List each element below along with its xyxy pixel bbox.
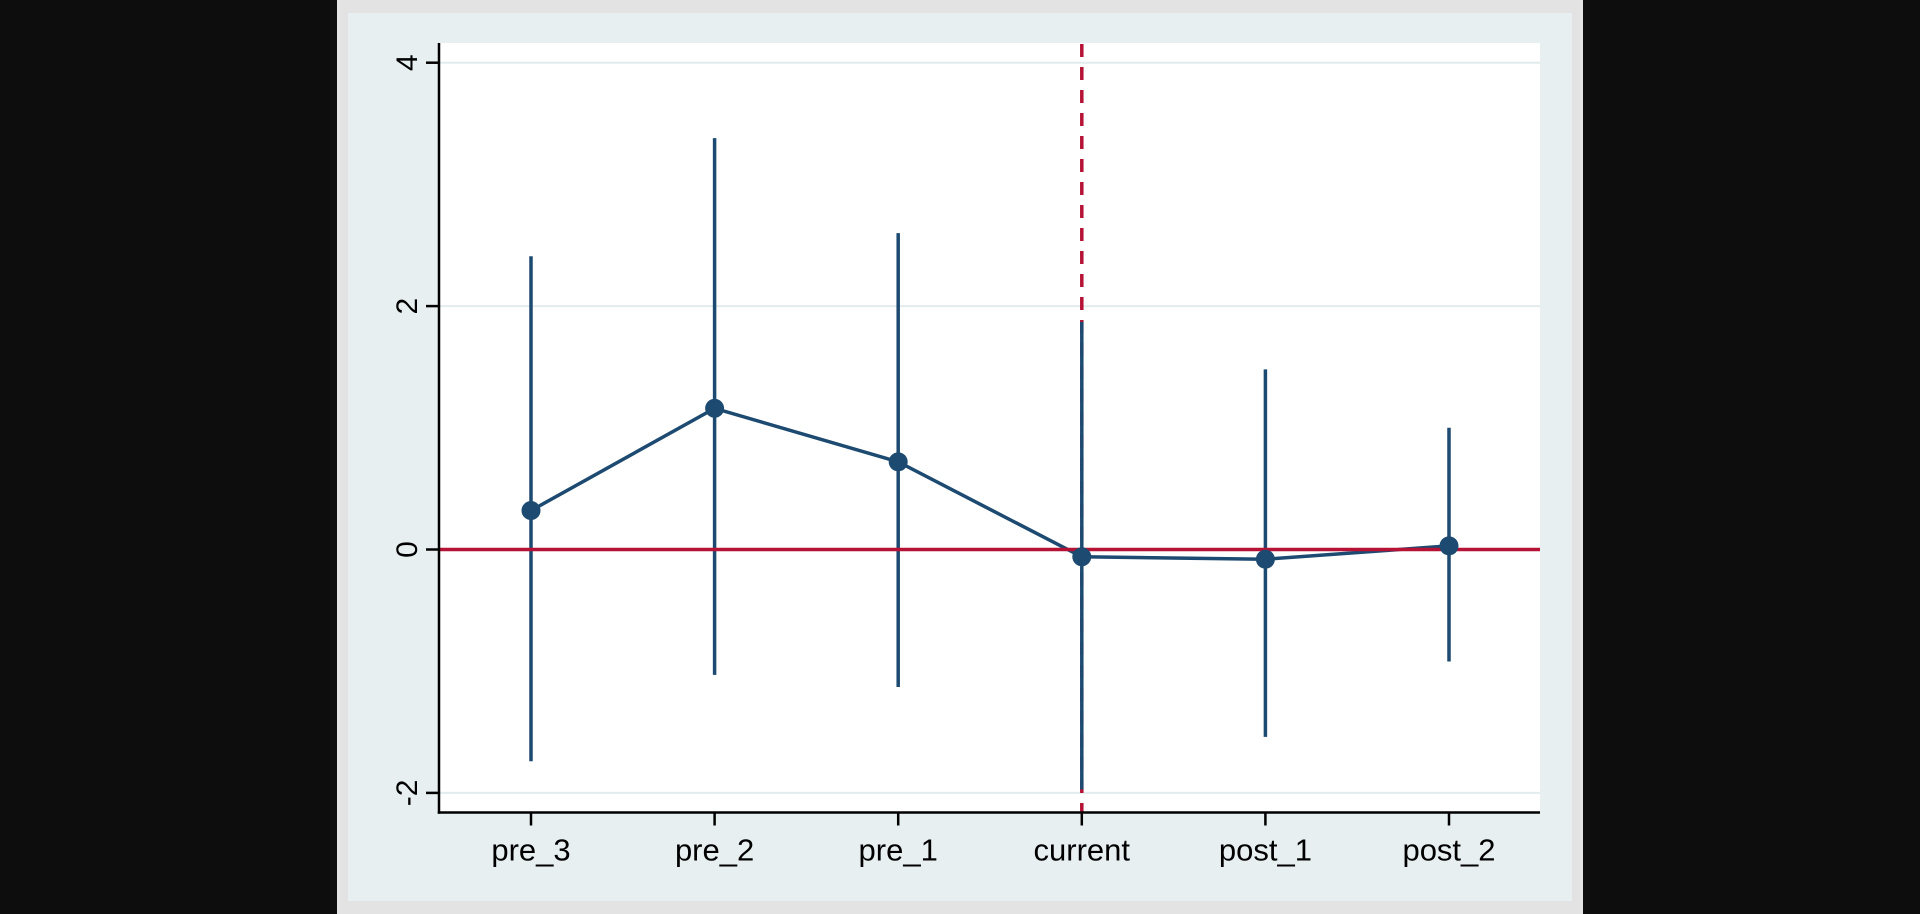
marker-post_1 [1255, 549, 1275, 569]
coefficient-plot: -2 0 2 4 pre_3 pre_2 pre_1 current post_1 post_2 [391, 43, 1540, 868]
xtick-label-current: current [1034, 833, 1131, 868]
marker-pre_3 [521, 501, 541, 521]
ytick-label-4: 4 [391, 54, 424, 71]
ytick-label-2: 2 [391, 298, 424, 315]
xtick-label-pre_3: pre_3 [491, 833, 570, 868]
xtick-label-pre_2: pre_2 [675, 833, 754, 868]
ytick-label-0: 0 [391, 541, 424, 558]
coefficient-line [530, 406, 1450, 561]
letterbox-right [1583, 0, 1920, 914]
xtick-label-post_2: post_2 [1402, 833, 1495, 868]
xtick-label-post_1: post_1 [1219, 833, 1312, 868]
chart-window: -2 0 2 4 pre_3 pre_2 pre_1 current post_1 post_2 [337, 0, 1583, 914]
letterbox-left [0, 0, 337, 914]
plot-area [439, 43, 1540, 813]
marker-current [1072, 547, 1092, 567]
marker-pre_1 [888, 452, 908, 472]
ytick-label--2: -2 [391, 780, 424, 807]
xtick-label-pre_1: pre_1 [859, 833, 938, 868]
marker-pre_2 [705, 398, 725, 418]
marker-post_2 [1439, 536, 1459, 556]
